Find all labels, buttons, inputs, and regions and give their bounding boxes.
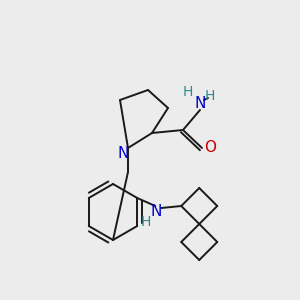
Text: H: H xyxy=(183,85,193,99)
Text: H: H xyxy=(141,215,152,229)
Text: H: H xyxy=(205,89,215,103)
Text: N: N xyxy=(151,203,162,218)
Text: O: O xyxy=(204,140,216,155)
Text: N: N xyxy=(194,97,206,112)
Text: N: N xyxy=(117,146,129,160)
